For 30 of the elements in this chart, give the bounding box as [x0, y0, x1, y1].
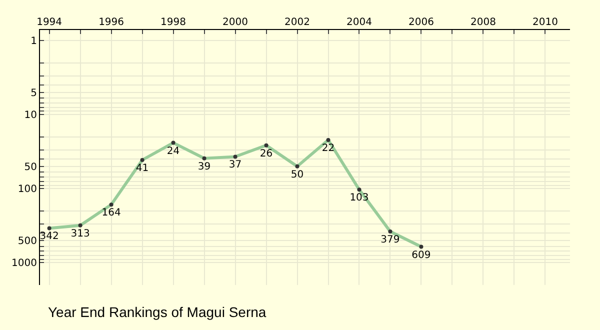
data-label: 342 [40, 231, 59, 242]
x-tick-label: 1994 [36, 17, 62, 28]
x-tick-label: 2000 [222, 17, 248, 28]
x-tick-label: 2002 [284, 17, 310, 28]
x-tick-label: 1996 [98, 17, 124, 28]
data-label: 37 [228, 160, 242, 171]
y-tick-label: 10 [24, 110, 37, 122]
data-label: 164 [102, 208, 121, 219]
data-label: 24 [166, 146, 180, 157]
data-label: 39 [198, 161, 211, 172]
data-label: 103 [350, 192, 369, 204]
y-tick-label: 5 [30, 88, 37, 99]
y-tick-label: 50 [24, 162, 37, 173]
data-label: 26 [260, 148, 273, 160]
x-tick-label: 2010 [532, 17, 558, 28]
x-tick-label: 2006 [408, 17, 434, 28]
x-tick-label: 1998 [160, 17, 186, 28]
y-tick-label: 100 [18, 184, 37, 196]
data-label: 22 [322, 142, 335, 154]
y-tick-label: 1 [30, 36, 37, 48]
data-label: 50 [290, 169, 304, 180]
x-tick-label: 2008 [470, 17, 496, 28]
text: Year End Rankings of Magui Serna [48, 304, 266, 320]
y-tick-label: 1000 [12, 258, 37, 270]
y-tick-label: 500 [18, 236, 37, 247]
data-label: 609 [412, 250, 431, 261]
data-label: 313 [70, 228, 90, 240]
data-label: 41 [136, 162, 149, 174]
data-label: 379 [380, 234, 400, 246]
x-tick-label: 2004 [346, 17, 372, 28]
